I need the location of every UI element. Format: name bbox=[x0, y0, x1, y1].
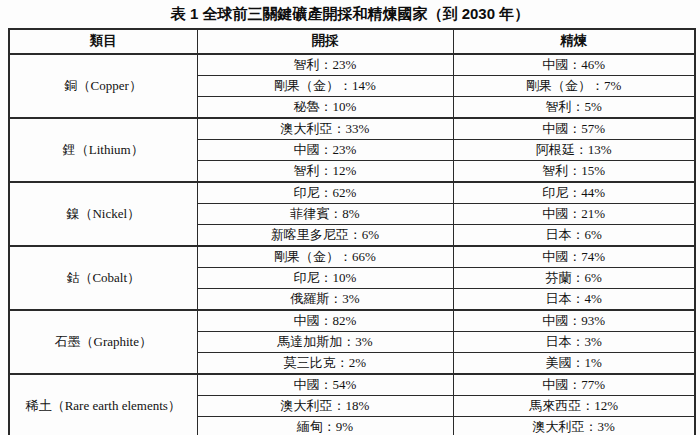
refining-share-cell: 美國：1% bbox=[453, 353, 695, 375]
refining-share-cell: 澳大利亞：3% bbox=[453, 417, 695, 435]
mining-share-cell: 剛果（金）：66% bbox=[197, 246, 453, 268]
refining-share-cell: 印尼：44% bbox=[453, 182, 695, 204]
refining-share-cell: 中國：21% bbox=[453, 204, 695, 225]
refining-share-cell: 中國：93% bbox=[453, 310, 695, 332]
refining-share-cell: 智利：5% bbox=[453, 97, 695, 119]
refining-share-cell: 中國：46% bbox=[453, 54, 695, 76]
mining-share-cell: 馬達加斯加：3% bbox=[197, 332, 453, 353]
mining-share-cell: 莫三比克：2% bbox=[197, 353, 453, 375]
mining-share-cell: 中國：54% bbox=[197, 374, 453, 396]
mining-share-cell: 緬甸：9% bbox=[197, 417, 453, 435]
mining-share-cell: 印尼：62% bbox=[197, 182, 453, 204]
header-row: 類目 開採 精煉 bbox=[9, 29, 695, 54]
header-mining: 開採 bbox=[197, 29, 453, 54]
refining-share-cell: 日本：4% bbox=[453, 289, 695, 311]
document-page: 表 1 全球前三關鍵礦產開採和精煉國家（到 2030 年） 類目 開採 精煉 銅… bbox=[0, 0, 700, 435]
refining-share-cell: 智利：15% bbox=[453, 161, 695, 183]
mining-share-cell: 新喀里多尼亞：6% bbox=[197, 225, 453, 247]
mining-share-cell: 印尼：10% bbox=[197, 268, 453, 289]
mining-share-cell: 秘魯：10% bbox=[197, 97, 453, 119]
minerals-table: 類目 開採 精煉 銅（Copper） 智利：23% 中國：46% 剛果（金）：1… bbox=[8, 28, 696, 435]
table-row: 鈷（Cobalt） 剛果（金）：66% 中國：74% bbox=[9, 246, 695, 268]
refining-share-cell: 馬來西亞：12% bbox=[453, 396, 695, 417]
mining-share-cell: 智利：12% bbox=[197, 161, 453, 183]
refining-share-cell: 日本：6% bbox=[453, 225, 695, 247]
refining-share-cell: 中國：77% bbox=[453, 374, 695, 396]
category-cell: 鎳（Nickel） bbox=[9, 182, 197, 246]
refining-share-cell: 阿根廷：13% bbox=[453, 140, 695, 161]
category-cell: 稀土（Rare earth elements） bbox=[9, 374, 197, 435]
header-refining: 精煉 bbox=[453, 29, 695, 54]
mining-share-cell: 澳大利亞：18% bbox=[197, 396, 453, 417]
mining-share-cell: 中國：23% bbox=[197, 140, 453, 161]
category-cell: 鋰（Lithium） bbox=[9, 118, 197, 182]
mining-share-cell: 菲律賓：8% bbox=[197, 204, 453, 225]
mining-share-cell: 俄羅斯：3% bbox=[197, 289, 453, 311]
refining-share-cell: 日本：3% bbox=[453, 332, 695, 353]
category-cell: 石墨（Graphite） bbox=[9, 310, 197, 374]
mining-share-cell: 智利：23% bbox=[197, 54, 453, 76]
table-row: 鎳（Nickel） 印尼：62% 印尼：44% bbox=[9, 182, 695, 204]
mining-share-cell: 澳大利亞：33% bbox=[197, 118, 453, 140]
header-category: 類目 bbox=[9, 29, 197, 54]
page-title: 表 1 全球前三關鍵礦產開採和精煉國家（到 2030 年） bbox=[0, 0, 700, 24]
category-cell: 銅（Copper） bbox=[9, 54, 197, 118]
refining-share-cell: 芬蘭：6% bbox=[453, 268, 695, 289]
mining-share-cell: 剛果（金）：14% bbox=[197, 76, 453, 97]
refining-share-cell: 中國：74% bbox=[453, 246, 695, 268]
table-row: 石墨（Graphite） 中國：82% 中國：93% bbox=[9, 310, 695, 332]
mining-share-cell: 中國：82% bbox=[197, 310, 453, 332]
table-row: 銅（Copper） 智利：23% 中國：46% bbox=[9, 54, 695, 76]
category-cell: 鈷（Cobalt） bbox=[9, 246, 197, 310]
refining-share-cell: 中國：57% bbox=[453, 118, 695, 140]
table-row: 稀土（Rare earth elements） 中國：54% 中國：77% bbox=[9, 374, 695, 396]
refining-share-cell: 剛果（金）：7% bbox=[453, 76, 695, 97]
table-row: 鋰（Lithium） 澳大利亞：33% 中國：57% bbox=[9, 118, 695, 140]
